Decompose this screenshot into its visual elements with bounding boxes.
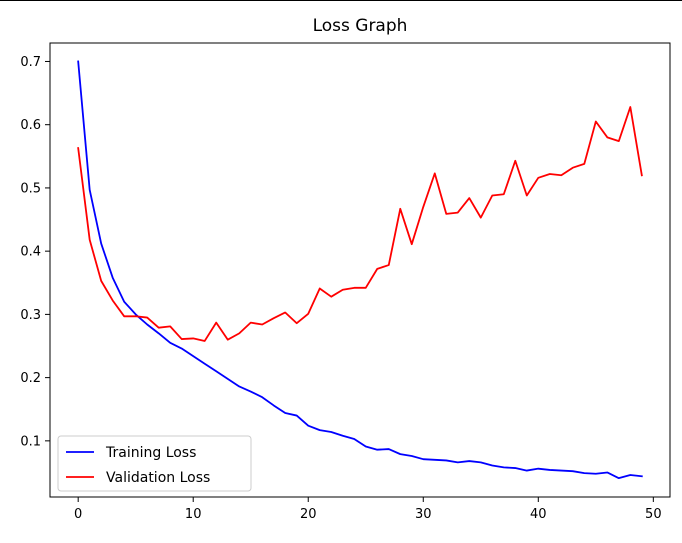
x-tick-label: 40	[530, 507, 547, 522]
y-tick-label: 0.5	[20, 181, 41, 196]
x-axis: 0 10 20 30 40 50	[74, 497, 662, 522]
x-tick-label: 0	[74, 507, 82, 522]
top-border	[0, 0, 682, 1]
x-tick-label: 30	[415, 507, 432, 522]
y-tick-label: 0.2	[20, 371, 41, 386]
series-layer	[77, 60, 643, 480]
plot-area	[49, 42, 671, 498]
series-line-training-loss	[77, 60, 643, 480]
x-tick-label: 20	[300, 507, 317, 522]
y-tick-label: 0.3	[20, 308, 41, 323]
x-tick-label: 50	[645, 507, 662, 522]
y-tick-label: 0.1	[20, 434, 41, 449]
y-tick-label: 0.7	[20, 55, 41, 70]
y-tick-label: 0.6	[20, 118, 41, 133]
y-tick-label: 0.4	[20, 245, 41, 260]
chart-title: Loss Graph	[313, 16, 408, 36]
y-axis: 0.1 0.2 0.3 0.4 0.5 0.6 0.7	[20, 55, 50, 449]
x-tick-label: 10	[185, 507, 202, 522]
legend-box	[57, 435, 252, 492]
plot-frame	[49, 42, 671, 498]
legend-label-training-loss: Training Loss	[105, 445, 196, 461]
legend-label-validation-loss: Validation Loss	[106, 470, 210, 486]
legend: Training Loss Validation Loss	[57, 435, 252, 492]
series-line-validation-loss	[77, 106, 643, 342]
